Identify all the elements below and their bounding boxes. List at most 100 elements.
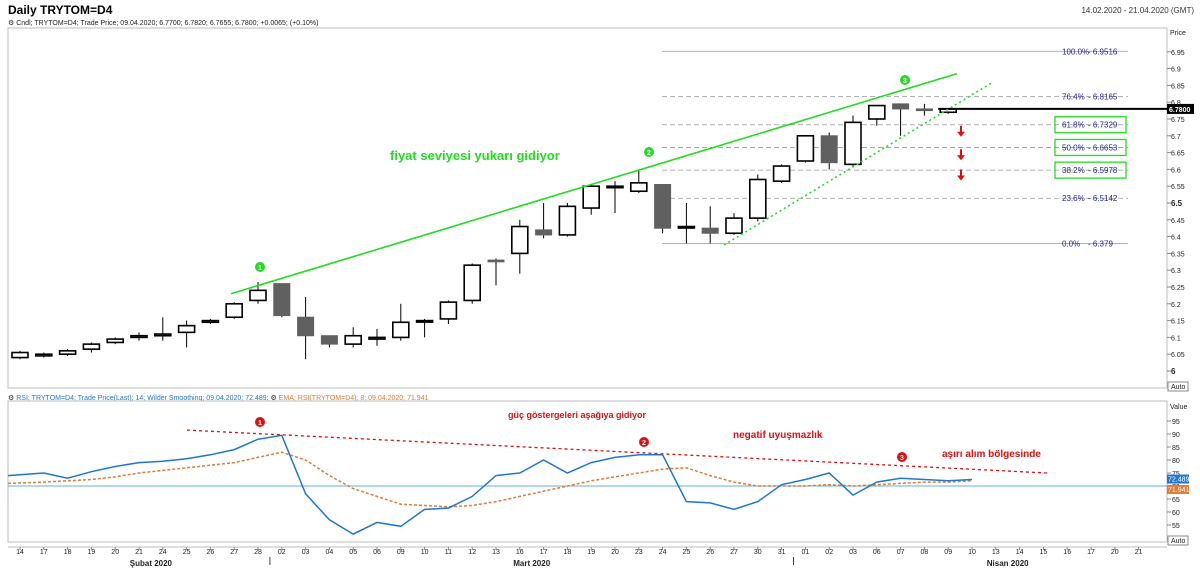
- candle-body: [154, 333, 172, 337]
- marker-label: 2: [647, 150, 651, 157]
- candle-body: [820, 135, 838, 164]
- candle-body: [82, 343, 101, 350]
- x-tick-label: 18: [564, 549, 572, 556]
- candle-body: [892, 103, 910, 110]
- down-arrow-icon: [957, 175, 965, 181]
- rsi-tick-label: 85: [1172, 445, 1180, 452]
- ema-value-label: 71.941: [1168, 487, 1190, 494]
- x-tick-label: 31: [778, 549, 786, 556]
- fib-percent: 61.8%: [1062, 121, 1085, 130]
- candle-body: [320, 335, 338, 345]
- ema-line: [7, 451, 973, 508]
- x-tick-label: 08: [921, 549, 929, 556]
- x-tick-label: 13: [492, 549, 500, 556]
- price-tick-label: 6.25: [1171, 285, 1185, 292]
- rsi-value-label: 72.489: [1168, 477, 1190, 484]
- x-tick-label: 03: [302, 549, 310, 556]
- candle-body: [582, 185, 601, 209]
- rsi-legend-text: RSI; TRYTOM=D4; Trade Price(Last); 14; W…: [16, 395, 269, 402]
- x-tick-label: 05: [349, 549, 357, 556]
- auto-button: [1167, 535, 1189, 546]
- x-tick-label: 19: [587, 549, 595, 556]
- chart-title: Daily TRYTOM=D4: [8, 3, 113, 17]
- rsi-pane: [7, 400, 1168, 543]
- fib-value: - 6.5978: [1088, 166, 1118, 175]
- price-tick-label: 6.15: [1171, 319, 1185, 326]
- candle-body: [748, 178, 767, 219]
- price-tick-label: 6: [1171, 367, 1176, 376]
- candle-body: [844, 121, 862, 166]
- x-tick-label: 03: [849, 549, 857, 556]
- x-tick-label: 10: [421, 549, 429, 556]
- price-tick-label: 6.55: [1171, 184, 1185, 191]
- x-tick-label: 27: [230, 549, 238, 556]
- price-legend: ⚙ Cndl; TRYTOM=D4; Trade Price; 09.04.20…: [8, 19, 318, 27]
- x-tick-label: 09: [397, 549, 405, 556]
- candle-body: [297, 316, 315, 337]
- fib-percent: 38.2%: [1062, 166, 1085, 175]
- candle-body: [11, 351, 29, 359]
- marker-circle: [900, 75, 910, 85]
- fib-highlight-box: [1054, 116, 1127, 134]
- marker-label: 1: [258, 420, 262, 427]
- x-tick-label: 06: [373, 549, 381, 556]
- fib-percent: 76.4%: [1062, 93, 1085, 102]
- price-axis-title: Price: [1170, 30, 1186, 37]
- x-tick-label: 02: [825, 549, 833, 556]
- rsi-annotation: güç göstergeleri aşağıya gidiyor: [508, 410, 647, 420]
- marker-label: 3: [903, 78, 907, 85]
- x-tick-label: 24: [159, 549, 167, 556]
- candle-body: [867, 104, 886, 120]
- price-annotation: fiyat seviyesi yukarı gidiyor: [390, 148, 560, 163]
- candle-body: [629, 182, 648, 193]
- rsi-legend: ⚙ RSI; TRYTOM=D4; Trade Price(Last); 14;…: [8, 394, 428, 402]
- candle-body: [273, 283, 291, 317]
- x-tick-label: 13: [992, 549, 1000, 556]
- x-tick-label: 12: [468, 549, 476, 556]
- rsi-tick-label: 75: [1172, 471, 1180, 478]
- candle-body: [606, 185, 624, 189]
- settings-icon[interactable]: ⚙: [8, 395, 15, 402]
- price-tick-label: 6.95: [1171, 50, 1185, 57]
- ema-value-tag: [1167, 484, 1189, 494]
- settings-icon[interactable]: ⚙: [8, 20, 15, 27]
- rsi-value-tag: [1167, 474, 1189, 484]
- candle-body: [558, 205, 577, 236]
- month-label: Şubat 2020: [130, 559, 173, 568]
- candle-body: [510, 225, 529, 255]
- x-tick-label: 21: [1135, 549, 1143, 556]
- x-tick-label: 01: [802, 549, 810, 556]
- x-tick-label: 28: [254, 549, 262, 556]
- value-axis-title: Value: [1170, 404, 1187, 411]
- rsi-tick-label: 55: [1172, 523, 1180, 530]
- fib-percent: 0.0%: [1062, 240, 1080, 249]
- price-tick-label: 6.05: [1171, 352, 1185, 359]
- down-arrow-icon: [957, 131, 965, 137]
- x-tick-label: 09: [944, 549, 952, 556]
- settings-icon[interactable]: ⚙: [270, 395, 277, 402]
- price-tick-label: 6.7: [1171, 134, 1181, 141]
- candle-body: [344, 334, 363, 345]
- x-tick-label: 11: [445, 549, 452, 556]
- price-tick-label: 6.35: [1171, 251, 1185, 258]
- candle-body: [201, 319, 220, 324]
- x-tick-label: 21: [135, 549, 143, 556]
- candle-body: [177, 324, 196, 334]
- price-legend-text: Cndl; TRYTOM=D4; Trade Price; 09.04.2020…: [16, 20, 319, 27]
- x-tick-label: 25: [683, 549, 691, 556]
- marker-circle: [639, 437, 649, 447]
- candle-body: [368, 336, 386, 340]
- fib-value: - 6.379: [1088, 240, 1113, 249]
- candle-body: [106, 338, 124, 344]
- date-range: 14.02.2020 - 21.04.2020 (GMT): [1081, 6, 1194, 15]
- rsi-tick-label: 95: [1172, 419, 1180, 426]
- candle-body: [772, 165, 791, 182]
- candle-body: [249, 289, 267, 302]
- x-tick-label: 27: [730, 549, 738, 556]
- candle-body: [34, 353, 53, 357]
- marker-circle: [644, 147, 654, 157]
- candle-body: [463, 264, 482, 302]
- candle-body: [58, 350, 77, 355]
- candle-body: [487, 259, 505, 263]
